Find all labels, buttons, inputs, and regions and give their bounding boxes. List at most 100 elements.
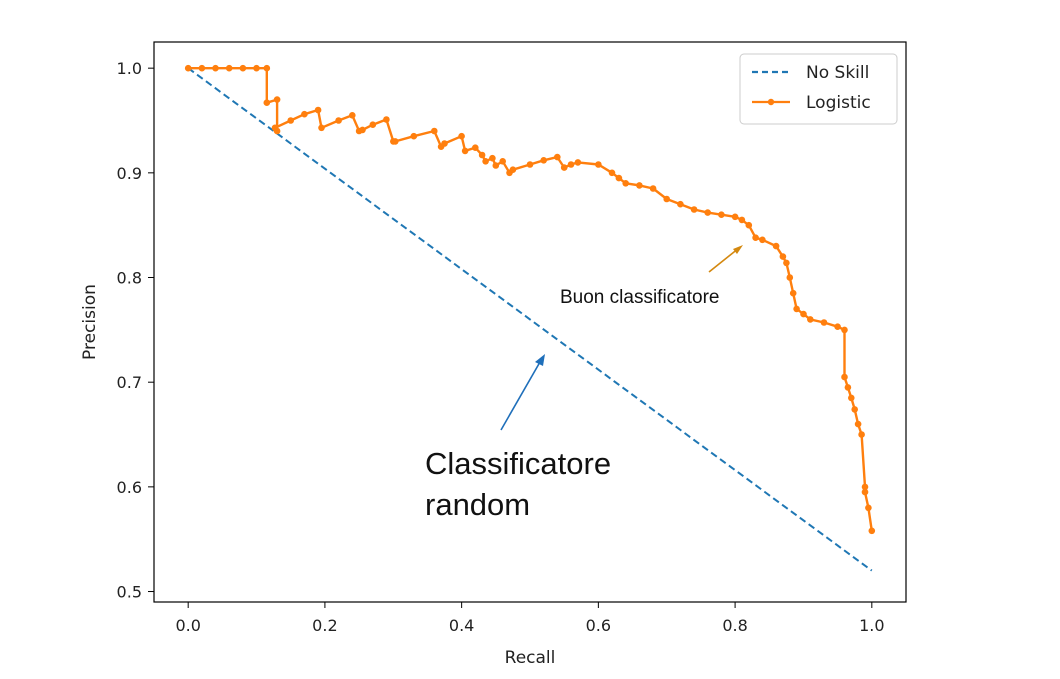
data-point-logistic: [622, 180, 629, 187]
data-point-logistic: [410, 132, 418, 140]
data-point-logistic: [649, 185, 657, 192]
data-point-logistic: [239, 64, 247, 72]
data-point-logistic: [861, 483, 869, 491]
data-point-logistic: [271, 124, 279, 132]
data-point-logistic: [198, 64, 206, 72]
data-point-logistic: [690, 206, 698, 213]
data-point-logistic: [615, 174, 623, 182]
data-point-logistic: [731, 213, 739, 221]
data-point-logistic: [253, 64, 260, 72]
series-layer: [184, 64, 876, 572]
data-point-logistic: [807, 316, 814, 323]
x-tick-label: 0.2: [312, 616, 337, 635]
data-point-logistic: [318, 124, 325, 132]
data-point-logistic: [608, 169, 616, 177]
y-tick-label: 0.5: [117, 583, 142, 602]
data-point-logistic: [718, 211, 725, 218]
data-point-logistic: [834, 323, 841, 331]
y-tick-label: 0.8: [117, 269, 142, 288]
data-point-logistic: [848, 394, 855, 402]
y-tick-label: 0.6: [117, 478, 142, 497]
data-point-logistic: [786, 274, 794, 281]
annotation-random-text-line1: Classificatore: [425, 446, 611, 481]
data-point-logistic: [841, 326, 848, 334]
data-point-logistic: [554, 153, 561, 161]
data-point-logistic: [574, 159, 582, 166]
plot-frame: [153, 41, 907, 603]
data-point-logistic: [478, 151, 486, 159]
annotation-arrow-random: [500, 361, 541, 431]
x-tick-label: 0.4: [449, 616, 474, 635]
x-tick-label: 0.8: [722, 616, 747, 635]
annotation-arrowhead-good: [733, 245, 743, 254]
data-point-logistic: [392, 138, 399, 145]
data-point-logistic: [263, 64, 271, 72]
data-point-logistic: [865, 504, 872, 512]
data-point-logistic: [287, 117, 295, 124]
data-point-logistic: [663, 195, 670, 203]
data-point-logistic: [509, 166, 517, 173]
data-point-logistic: [489, 154, 496, 162]
data-point-logistic: [301, 110, 308, 118]
data-point-logistic: [314, 106, 322, 114]
data-point-logistic: [677, 200, 684, 208]
data-point-logistic: [800, 310, 807, 318]
y-axis-label: Precision: [80, 284, 100, 360]
y-tick-label: 0.9: [117, 164, 142, 183]
data-point-logistic: [745, 221, 753, 229]
data-point-logistic: [482, 158, 489, 165]
data-point-logistic: [779, 253, 787, 260]
data-point-logistic: [772, 242, 780, 250]
legend-label-logistic: Logistic: [806, 93, 871, 113]
data-point-logistic: [383, 116, 390, 123]
data-point-logistic: [861, 488, 869, 496]
annotation-random-text-line2: random: [425, 487, 530, 522]
data-point-logistic: [526, 161, 534, 168]
data-point-logistic: [359, 126, 366, 134]
data-point-logistic: [461, 147, 469, 155]
legend-label-no-skill: No Skill: [806, 63, 869, 83]
data-point-logistic: [431, 127, 438, 135]
annotation-arrow-good: [708, 247, 740, 273]
data-point-logistic: [225, 64, 233, 72]
data-point-logistic: [335, 117, 342, 124]
annotation-good-classifier: Buon classificatore: [560, 245, 743, 308]
data-point-logistic: [540, 157, 547, 164]
legend-box: [739, 53, 898, 125]
data-point-logistic: [704, 209, 711, 216]
data-point-logistic: [851, 406, 858, 413]
annotation-random-classifier: Classificatore random: [425, 354, 611, 522]
x-axis-label: Recall: [505, 648, 556, 668]
data-point-logistic: [441, 140, 448, 147]
data-point-logistic: [759, 236, 766, 244]
y-tick-label: 0.7: [117, 373, 142, 392]
series-line-no-skill: [187, 67, 873, 572]
data-point-logistic: [783, 259, 790, 267]
annotation-arrowhead-random: [535, 354, 545, 366]
data-point-logistic: [841, 373, 848, 381]
y-axis-ticks: 0.5 0.6 0.7 0.8 0.9 1.0: [117, 59, 154, 602]
data-point-logistic: [844, 384, 852, 391]
x-axis-ticks: 0.0 0.2 0.4 0.6 0.8 1.0: [175, 602, 885, 635]
data-point-logistic: [499, 158, 507, 165]
x-tick-label: 0.0: [175, 616, 200, 635]
data-point-logistic: [567, 161, 575, 168]
legend-marker-logistic: [767, 98, 775, 106]
data-point-logistic: [212, 64, 219, 72]
data-point-logistic: [854, 420, 862, 428]
x-tick-label: 1.0: [859, 616, 884, 635]
data-point-logistic: [349, 112, 356, 119]
legend: No Skill Logistic: [739, 53, 898, 125]
x-tick-label: 0.6: [586, 616, 611, 635]
data-point-logistic: [458, 132, 465, 140]
data-point-logistic: [738, 216, 746, 224]
data-point-logistic: [868, 527, 876, 535]
data-point-logistic: [793, 305, 800, 313]
data-point-logistic: [472, 144, 479, 151]
annotation-good-text: Buon classificatore: [560, 287, 719, 308]
y-tick-label: 1.0: [117, 59, 142, 78]
data-point-logistic: [820, 319, 828, 326]
data-point-logistic: [184, 64, 192, 72]
data-point-logistic: [789, 289, 797, 297]
